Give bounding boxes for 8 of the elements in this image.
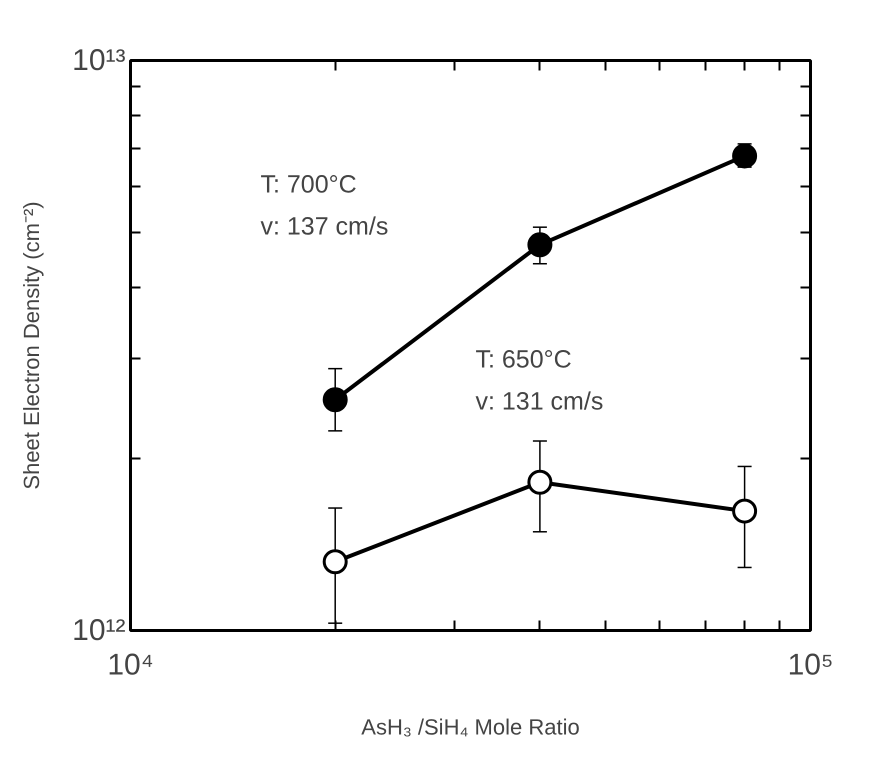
x-axis-title: AsH₃ /SiH₄ Mole Ratio — [361, 714, 580, 740]
x-tick-label: 10⁴ — [107, 648, 154, 682]
y-axis-title: Sheet Electron Density (cm⁻²) — [19, 201, 44, 490]
x-tick-label: 10⁵ — [788, 648, 834, 682]
y-tick-label: 10¹³ — [72, 44, 126, 77]
annotation: T: 700°C v: 137 cm/s — [260, 170, 388, 240]
y-tick-label: 10¹² — [72, 614, 126, 647]
annotation: T: 650°C v: 131 cm/s — [476, 346, 604, 416]
